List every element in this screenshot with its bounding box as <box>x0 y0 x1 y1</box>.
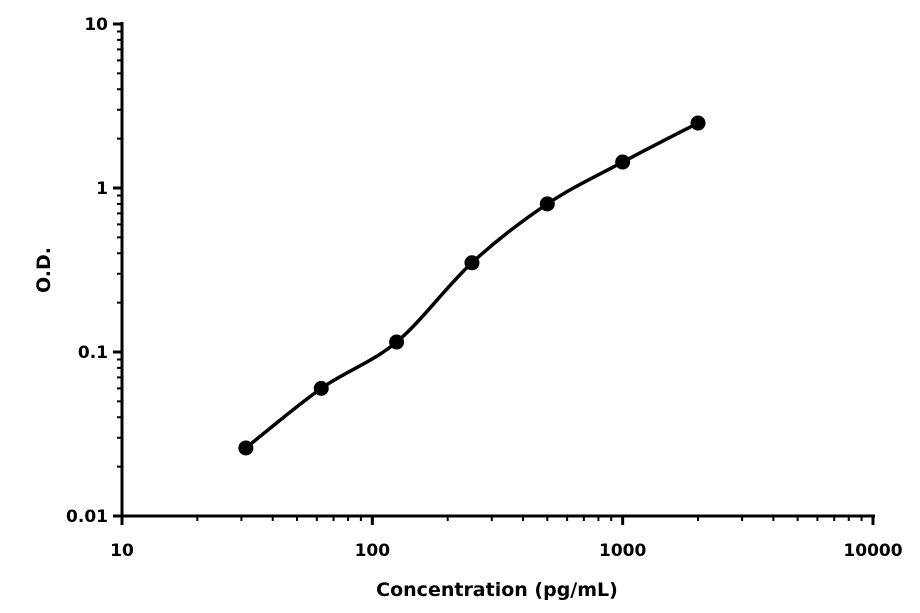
y-axis-label: O.D. <box>33 247 55 293</box>
line <box>244 121 699 450</box>
y-tick-label: 10 <box>84 15 108 35</box>
x-tick-label: 1000 <box>599 541 646 561</box>
x-tick-label: 10 <box>110 541 134 561</box>
x-tick-label: 100 <box>355 541 391 561</box>
marker <box>389 334 405 350</box>
x-tick-label: 10000 <box>843 541 902 561</box>
marker <box>690 115 706 131</box>
marker <box>539 196 555 212</box>
y-tick-label: 0.1 <box>78 343 108 363</box>
marker <box>313 380 329 396</box>
y-tick-label: 1 <box>96 179 108 199</box>
y-tick-label: 0.01 <box>66 507 108 527</box>
marker <box>238 440 254 456</box>
x-axis-label: Concentration (pg/mL) <box>376 579 618 601</box>
marker <box>615 154 631 170</box>
marker <box>464 255 480 271</box>
